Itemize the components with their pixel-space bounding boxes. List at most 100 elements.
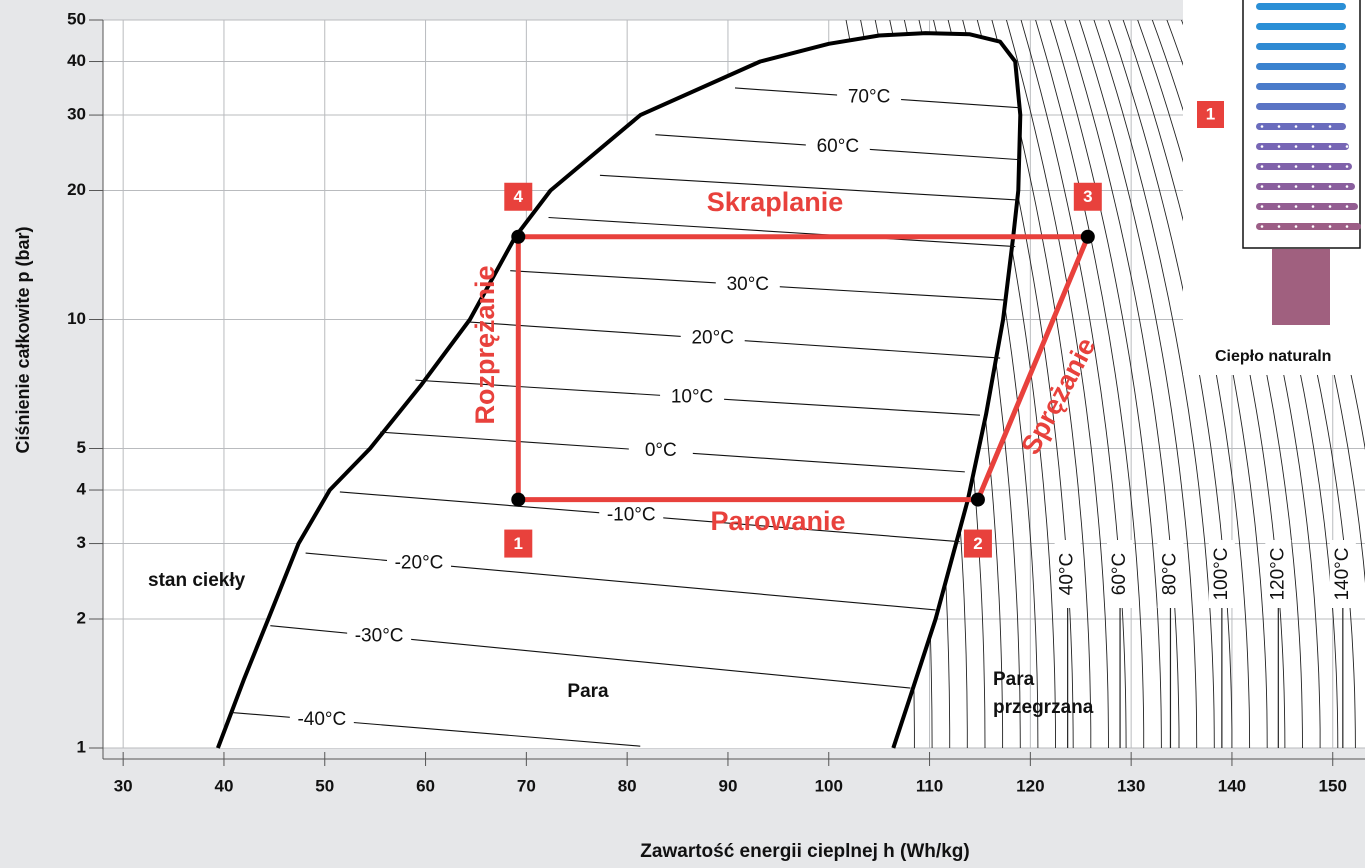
x-tick-label: 100 xyxy=(815,776,843,795)
x-tick-label: 50 xyxy=(315,776,334,795)
isotherm-label: 20°C xyxy=(691,328,733,349)
inset-badge-text: 1 xyxy=(1206,104,1215,123)
inset-bar xyxy=(1256,143,1349,150)
inset-dot xyxy=(1329,125,1332,128)
inset-dot xyxy=(1312,165,1315,168)
inset-dot xyxy=(1312,125,1315,128)
isotherm-label: -10°C xyxy=(607,504,656,525)
x-tick-label: 40 xyxy=(214,776,233,795)
inset: 1 Ciepło naturaln xyxy=(1183,0,1365,375)
isotherm-label: -40°C xyxy=(297,709,346,730)
point-badge-text: 2 xyxy=(973,534,982,553)
inset-bar xyxy=(1256,203,1358,210)
y-tick-label: 3 xyxy=(77,533,86,552)
x-tick-label: 70 xyxy=(517,776,536,795)
isotherm-label: -20°C xyxy=(395,552,444,573)
inset-dot xyxy=(1346,205,1349,208)
inset-dot xyxy=(1261,225,1264,228)
isotherm-label: 10°C xyxy=(671,386,713,407)
inset-dot xyxy=(1346,185,1349,188)
inset-bar xyxy=(1256,3,1346,10)
inset-bar xyxy=(1256,23,1346,30)
inset-dot xyxy=(1278,225,1281,228)
inset-dot xyxy=(1278,145,1281,148)
inset-dot xyxy=(1312,205,1315,208)
x-tick-label: 30 xyxy=(114,776,133,795)
inset-dot xyxy=(1261,125,1264,128)
cycle-point xyxy=(511,493,525,507)
inset-dot xyxy=(1261,205,1264,208)
x-axis-title: Zawartość energii cieplnej h (Wh/kg) xyxy=(640,841,969,862)
inset-dot xyxy=(1278,185,1281,188)
x-tick-label: 110 xyxy=(916,776,943,795)
point-badge-text: 3 xyxy=(1083,187,1092,206)
inset-bar xyxy=(1256,103,1346,110)
inset-dot xyxy=(1329,225,1332,228)
point-badge-text: 1 xyxy=(514,534,523,553)
x-tick-label: 150 xyxy=(1319,776,1347,795)
inset-dot xyxy=(1295,125,1298,128)
x-tick-label: 60 xyxy=(416,776,435,795)
inset-bar xyxy=(1256,83,1346,90)
inset-stem xyxy=(1272,249,1330,325)
inset-dot xyxy=(1329,185,1332,188)
inset-dot xyxy=(1346,165,1349,168)
inset-dot xyxy=(1295,205,1298,208)
y-tick-label: 5 xyxy=(77,438,86,457)
inset-dot xyxy=(1295,165,1298,168)
inset-bar xyxy=(1256,43,1346,50)
isotherm-label: 70°C xyxy=(848,86,890,107)
inset-dot xyxy=(1278,125,1281,128)
x-tick-label: 140 xyxy=(1218,776,1246,795)
process-label: Parowanie xyxy=(710,506,845,536)
inset-dot xyxy=(1295,145,1298,148)
inset-bar xyxy=(1256,223,1361,230)
isotherm-label: 0°C xyxy=(645,440,677,461)
y-axis-title: Ciśnienie całkowite p (bar) xyxy=(13,226,33,453)
cycle-point xyxy=(1081,230,1095,244)
y-tick-label: 20 xyxy=(67,180,86,199)
superheated-label: 80°C xyxy=(1159,553,1180,595)
annotation: Para xyxy=(567,681,609,702)
inset-dot xyxy=(1295,185,1298,188)
chart: 40°C60°C80°C100°C120°C140°C -40°C-30°C-2… xyxy=(0,0,1365,868)
superheated-label: 40°C xyxy=(1057,553,1078,595)
inset-dot xyxy=(1278,165,1281,168)
inset-dot xyxy=(1346,145,1349,148)
inset-dot xyxy=(1329,165,1332,168)
y-tick-label: 4 xyxy=(77,480,87,499)
inset-dot xyxy=(1329,205,1332,208)
x-tick-label: 120 xyxy=(1016,776,1044,795)
process-label: Skraplanie xyxy=(707,187,844,217)
point-badge-text: 4 xyxy=(514,187,524,206)
inset-dot xyxy=(1346,225,1349,228)
inset-dot xyxy=(1312,225,1315,228)
inset-dot xyxy=(1329,145,1332,148)
annotation: przegrzana xyxy=(993,697,1094,718)
cycle-point xyxy=(971,493,985,507)
superheated-label: 120°C xyxy=(1267,547,1288,600)
x-tick-label: 130 xyxy=(1117,776,1145,795)
y-tick-label: 10 xyxy=(67,309,86,328)
y-tick-label: 30 xyxy=(67,105,86,124)
superheated-label: 60°C xyxy=(1109,553,1130,595)
inset-dot xyxy=(1312,145,1315,148)
x-tick-label: 90 xyxy=(718,776,737,795)
cycle-point xyxy=(511,230,525,244)
isotherm-label: -30°C xyxy=(355,625,404,646)
inset-dot xyxy=(1312,185,1315,188)
x-tick-label: 80 xyxy=(618,776,637,795)
y-tick-label: 50 xyxy=(67,9,86,28)
isotherm-label: 60°C xyxy=(817,136,859,157)
inset-caption: Ciepło naturaln xyxy=(1215,348,1331,365)
inset-dot xyxy=(1261,145,1264,148)
inset-dot xyxy=(1261,185,1264,188)
isotherm-label: 30°C xyxy=(727,274,769,295)
inset-dot xyxy=(1295,225,1298,228)
annotation: Para xyxy=(993,669,1035,690)
annotation: stan ciekły xyxy=(148,570,246,591)
y-tick-label: 40 xyxy=(67,51,86,70)
inset-bar xyxy=(1256,123,1346,130)
superheated-label: 100°C xyxy=(1211,547,1232,600)
superheated-label: 140°C xyxy=(1332,547,1353,600)
